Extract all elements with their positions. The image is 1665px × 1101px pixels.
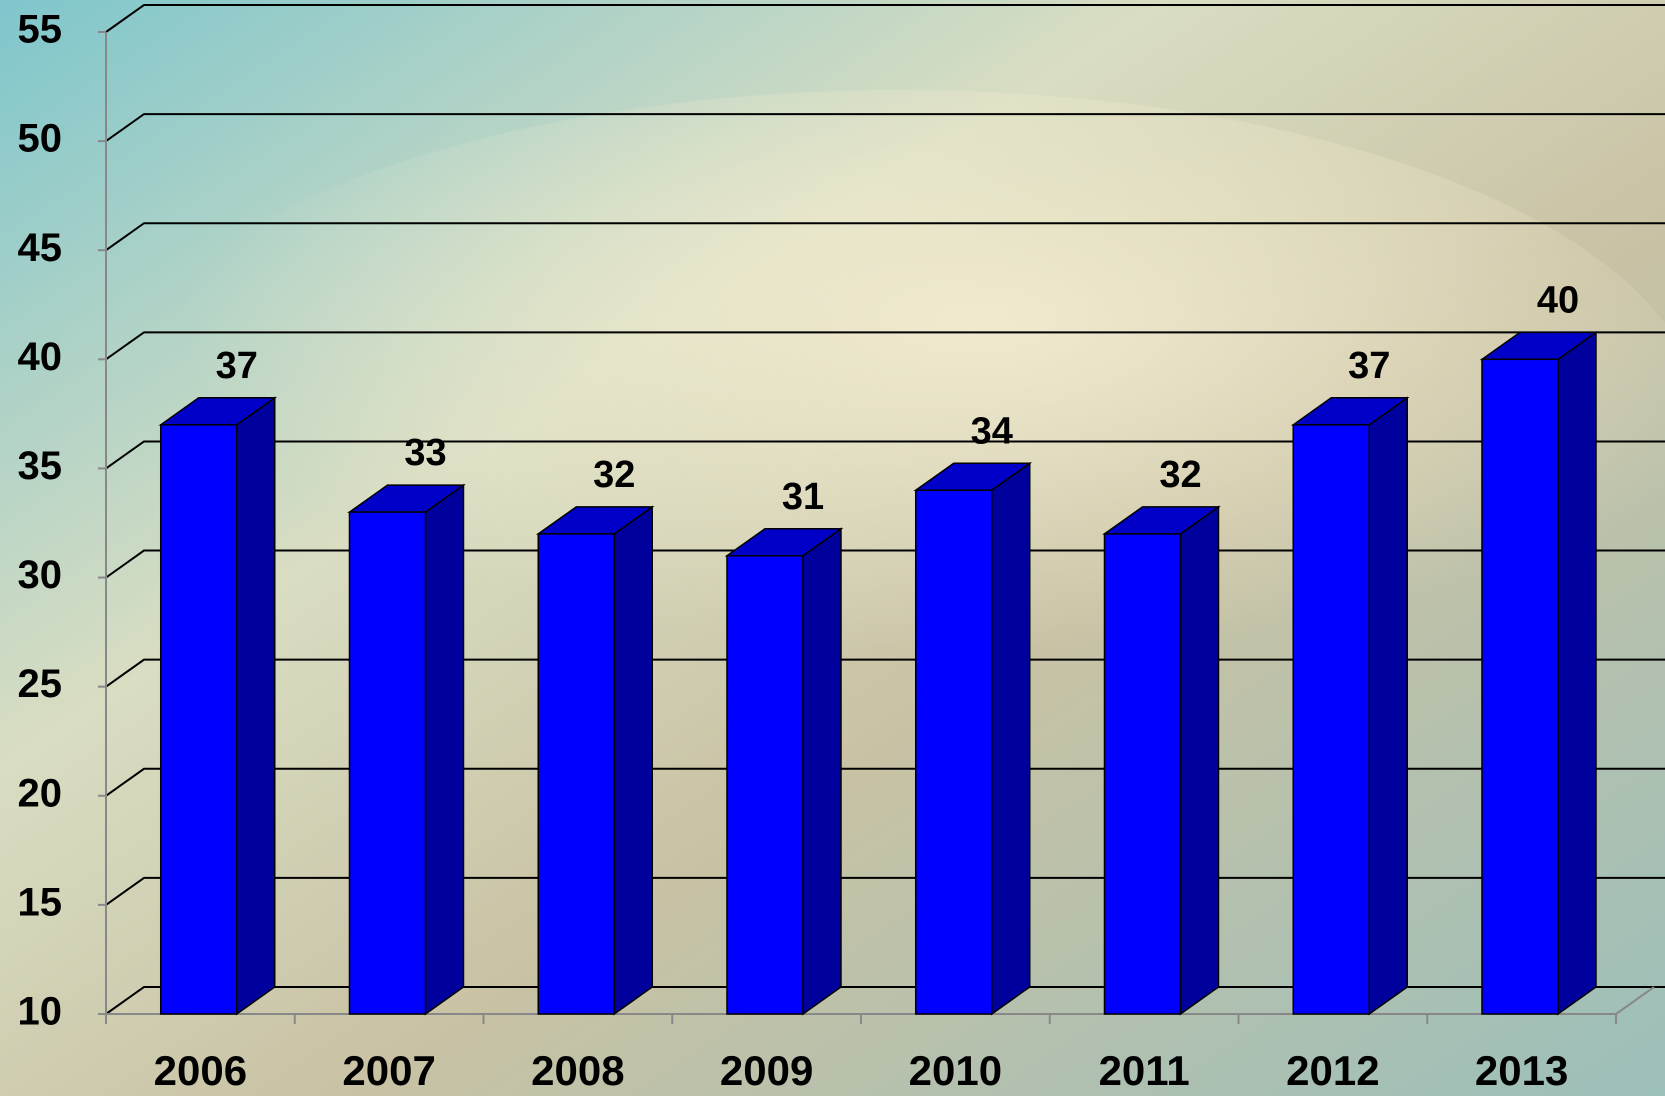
bar-side	[1557, 330, 1597, 1016]
y-tick-label: 15	[18, 880, 63, 924]
x-tick-label: 2010	[909, 1047, 1002, 1094]
y-tick-label: 50	[18, 117, 63, 161]
y-tick-label: 55	[18, 8, 63, 52]
bar-side	[235, 396, 276, 1016]
x-tick-label: 2008	[531, 1047, 624, 1094]
bar-side	[802, 527, 842, 1016]
value-label: 31	[782, 476, 824, 518]
bar	[914, 489, 993, 1015]
x-tick-label: 2013	[1475, 1047, 1568, 1094]
bar	[726, 554, 804, 1015]
value-label: 32	[1159, 454, 1201, 496]
grid-line	[105, 331, 1665, 361]
bar	[537, 533, 615, 1015]
bar	[1481, 358, 1559, 1015]
y-tick-label: 40	[18, 335, 63, 379]
bar-side	[1179, 505, 1220, 1016]
value-label: 37	[216, 345, 258, 387]
bar	[159, 424, 238, 1015]
value-label: 34	[971, 410, 1013, 452]
y-tick-label: 25	[18, 662, 63, 706]
grid-line	[105, 440, 1665, 470]
y-tick-label: 35	[18, 444, 63, 488]
bar-side	[613, 505, 653, 1016]
bar	[1103, 533, 1182, 1015]
bar-side	[424, 483, 465, 1016]
value-label: 37	[1348, 345, 1390, 387]
y-tick-label: 30	[18, 553, 63, 597]
value-label: 33	[404, 432, 446, 474]
y-tick-label: 20	[18, 771, 63, 815]
x-tick-label: 2011	[1099, 1047, 1190, 1094]
value-label: 40	[1537, 279, 1579, 321]
bar-side	[1368, 396, 1408, 1016]
y-tick-label: 45	[18, 226, 63, 270]
x-tick-label: 2006	[154, 1047, 247, 1094]
y-tick-label: 10	[18, 990, 63, 1034]
x-tick-label: 2012	[1286, 1047, 1379, 1094]
bar	[348, 511, 427, 1015]
value-label: 32	[593, 454, 635, 496]
grid-line	[105, 222, 1665, 252]
bar-side	[990, 461, 1031, 1016]
grid-line	[105, 4, 1665, 33]
x-tick-label: 2007	[342, 1047, 435, 1094]
grid-line	[105, 113, 1665, 142]
floor-edge	[1615, 986, 1655, 1015]
bar	[1292, 424, 1370, 1015]
x-tick-label: 2009	[720, 1047, 813, 1094]
background-glow	[100, 90, 1665, 750]
